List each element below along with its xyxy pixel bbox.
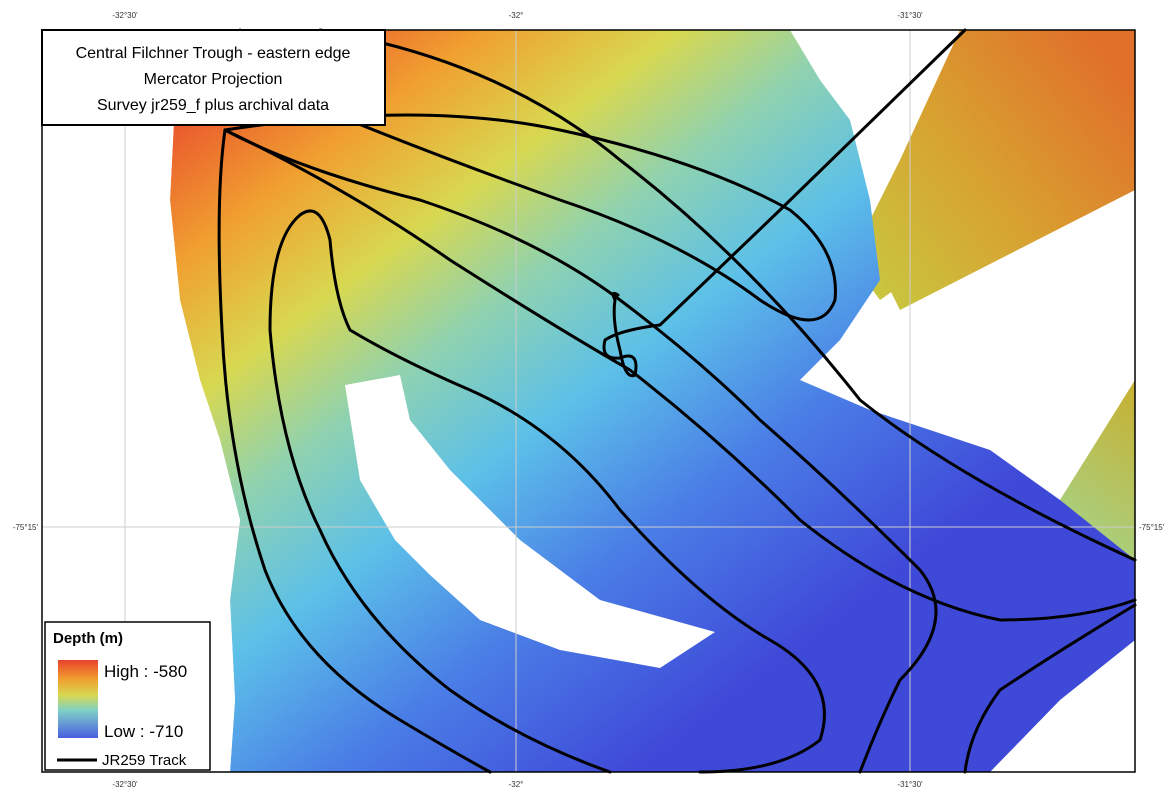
title-line: Mercator Projection <box>144 71 283 88</box>
legend-colorbar <box>58 660 98 738</box>
legend-track: JR259 Track <box>102 752 187 769</box>
latitude-label: -75°15' <box>1139 523 1165 532</box>
title-box: Central Filchner Trough - eastern edge M… <box>42 30 385 125</box>
title-line: Survey jr259_f plus archival data <box>97 97 329 114</box>
legend-low: Low : -710 <box>104 722 183 741</box>
title-line: Central Filchner Trough - eastern edge <box>76 45 351 62</box>
legend-high: High : -580 <box>104 662 187 681</box>
legend: Depth (m) High : -580 Low : -710 JR259 T… <box>45 622 210 770</box>
latitude-label: -75°15' <box>13 523 39 532</box>
legend-title: Depth (m) <box>53 630 123 647</box>
longitude-label: -32°30' <box>112 780 138 789</box>
longitude-label: -32°30' <box>112 11 138 20</box>
longitude-label: -31°30' <box>897 11 923 20</box>
longitude-label: -32° <box>509 11 524 20</box>
longitude-label: -32° <box>509 780 524 789</box>
map: -32°30' -32° -31°30' -32°30' -32° -31°30… <box>0 0 1170 800</box>
longitude-label: -31°30' <box>897 780 923 789</box>
